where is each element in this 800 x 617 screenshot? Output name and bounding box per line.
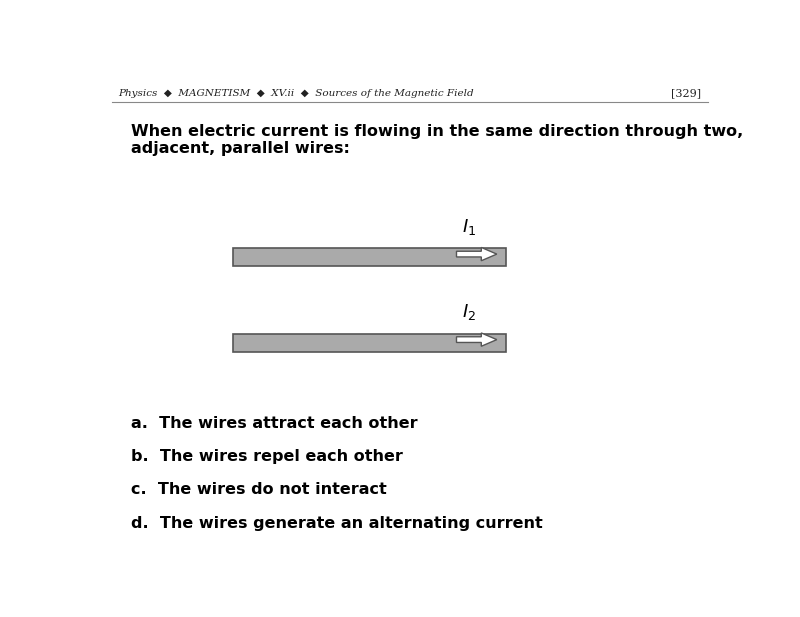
- Text: [329]: [329]: [671, 88, 702, 98]
- FancyArrow shape: [457, 247, 497, 261]
- Text: $\mathit{I}_1$: $\mathit{I}_1$: [462, 217, 476, 236]
- FancyArrow shape: [457, 333, 497, 346]
- Text: c.  The wires do not interact: c. The wires do not interact: [131, 482, 386, 497]
- Text: b.  The wires repel each other: b. The wires repel each other: [131, 449, 403, 464]
- Text: d.  The wires generate an alternating current: d. The wires generate an alternating cur…: [131, 515, 542, 531]
- Text: Physics  ◆  MAGNETISM  ◆  XV.ii  ◆  Sources of the Magnetic Field: Physics ◆ MAGNETISM ◆ XV.ii ◆ Sources of…: [118, 89, 474, 97]
- Text: adjacent, parallel wires:: adjacent, parallel wires:: [131, 141, 350, 156]
- Text: $\mathit{I}_2$: $\mathit{I}_2$: [462, 302, 476, 322]
- Text: a.  The wires attract each other: a. The wires attract each other: [131, 416, 418, 431]
- Bar: [234, 249, 506, 267]
- Bar: [234, 334, 506, 352]
- Text: When electric current is flowing in the same direction through two,: When electric current is flowing in the …: [131, 123, 743, 139]
